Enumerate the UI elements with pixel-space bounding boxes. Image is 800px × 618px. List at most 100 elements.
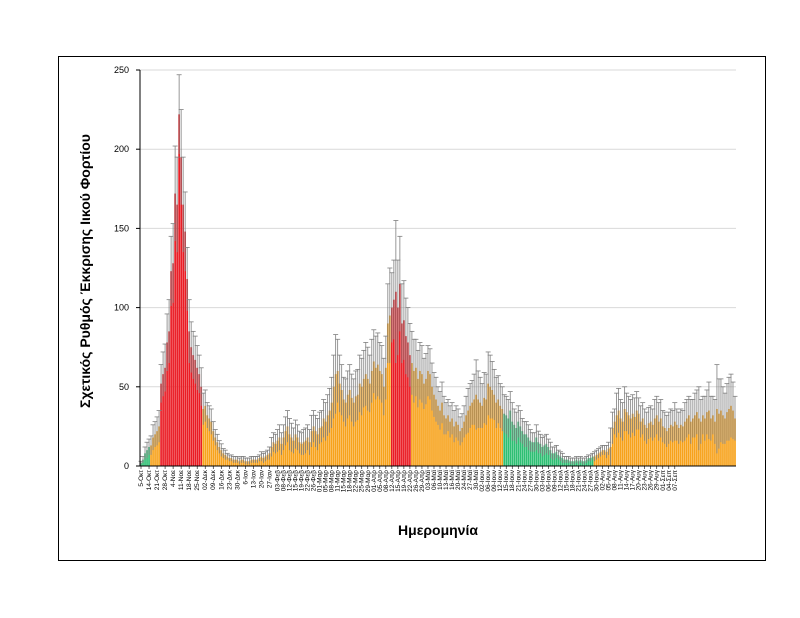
x-tick-label: 16-Δεκ	[218, 469, 225, 490]
bar	[184, 231, 187, 466]
bar	[204, 405, 207, 466]
bar	[457, 424, 459, 466]
bar	[497, 399, 500, 466]
bar	[222, 453, 225, 466]
bar	[637, 413, 640, 466]
bar	[152, 437, 154, 466]
x-tick-label: 14-Οκτ	[146, 470, 153, 491]
x-tick-label: 26-Φεβ	[311, 470, 318, 491]
bar	[479, 402, 481, 466]
bar	[649, 421, 652, 466]
x-tick-label: 07-Σεπ	[672, 469, 679, 490]
bar	[366, 378, 369, 466]
bar	[513, 424, 516, 466]
bar	[228, 458, 231, 466]
bar	[164, 367, 166, 466]
x-tick-label: 20-Μαϊ	[455, 469, 462, 490]
bar	[162, 374, 164, 466]
bar	[154, 434, 156, 466]
bar	[364, 374, 367, 466]
bar	[603, 450, 606, 466]
bar	[545, 443, 548, 466]
bar	[148, 446, 150, 466]
x-tick-label: 06-Ιουλ	[545, 469, 552, 491]
x-tick-label: 03-Ιουλ	[539, 469, 546, 491]
bar	[346, 394, 349, 466]
y-tick-label: 50	[119, 382, 129, 392]
x-tick-label: 14-Αυγ	[624, 469, 631, 490]
x-tick-label: 01-Απρ	[371, 470, 378, 492]
bar	[667, 427, 670, 466]
x-tick-label: 15-Μαρ	[341, 470, 348, 493]
x-tick-label: 01-Σεπ	[660, 469, 667, 490]
bar	[360, 386, 363, 466]
x-tick-label: 21-Ιουλ	[575, 469, 582, 491]
x-tick-label: 25-Νοε	[194, 470, 201, 491]
bar	[587, 458, 590, 466]
bar	[710, 418, 712, 466]
bar	[399, 283, 401, 466]
bar	[194, 359, 197, 466]
bar	[411, 363, 413, 466]
x-tick-label: 6-Ιαν	[242, 470, 249, 485]
bar	[487, 383, 490, 466]
bar	[535, 437, 538, 466]
bar	[178, 114, 180, 467]
x-tick-label: 21-Οκτ	[154, 470, 161, 491]
bar	[166, 342, 168, 466]
bar	[685, 418, 688, 466]
x-tick-label: 03-Μαϊ	[425, 469, 432, 490]
bar	[445, 418, 447, 466]
bar	[212, 431, 215, 466]
bar	[320, 426, 323, 466]
x-tick-label: 22-Απρ	[407, 470, 414, 492]
bar	[485, 399, 488, 466]
x-tick-label: 19-Φεβ	[299, 470, 306, 491]
bar	[519, 426, 522, 466]
bar	[599, 451, 602, 466]
bar	[509, 410, 512, 466]
bar	[310, 431, 313, 466]
bar	[328, 410, 331, 466]
bar	[200, 386, 203, 466]
bar	[539, 443, 542, 466]
x-tick-label: 12-Ιουν	[497, 470, 504, 492]
bar	[390, 307, 393, 466]
y-tick-label: 0	[124, 461, 129, 471]
bar	[443, 415, 445, 466]
x-tick-label: 09-Ιουλ	[551, 469, 558, 491]
bar	[330, 402, 333, 466]
bar	[591, 456, 594, 466]
bar	[607, 448, 610, 466]
bar	[589, 458, 592, 466]
bar	[380, 374, 383, 466]
y-axis-title: Σχετικός Ρυθμός Έκκρισης Ιικού Φορτίου	[77, 134, 93, 408]
bar	[623, 408, 626, 466]
x-tick-label: 09-Ιουν	[491, 470, 498, 492]
bar	[495, 402, 498, 466]
bar	[344, 402, 347, 466]
x-tick-label: 26-Αυγ	[648, 469, 655, 490]
bar	[661, 426, 664, 466]
bar	[278, 437, 281, 466]
bar	[601, 450, 604, 466]
bar	[354, 396, 357, 466]
bar	[180, 157, 182, 466]
bar	[168, 331, 170, 466]
bar	[543, 445, 546, 466]
bar	[326, 415, 329, 466]
x-tick-label: 03-Φεβ	[274, 470, 281, 491]
bar	[439, 410, 441, 466]
bar	[140, 462, 142, 466]
bar	[395, 291, 397, 466]
x-tick-label: 20-Ιαν	[258, 470, 265, 488]
bar	[639, 421, 642, 466]
bar	[425, 378, 427, 466]
bar	[696, 412, 698, 466]
x-tick-label: 05-Απρ	[377, 470, 384, 492]
bar	[665, 431, 668, 466]
bar	[677, 427, 680, 466]
bar	[322, 418, 325, 466]
x-tick-label: 27-Ιουν	[527, 470, 534, 492]
bar	[172, 263, 174, 466]
